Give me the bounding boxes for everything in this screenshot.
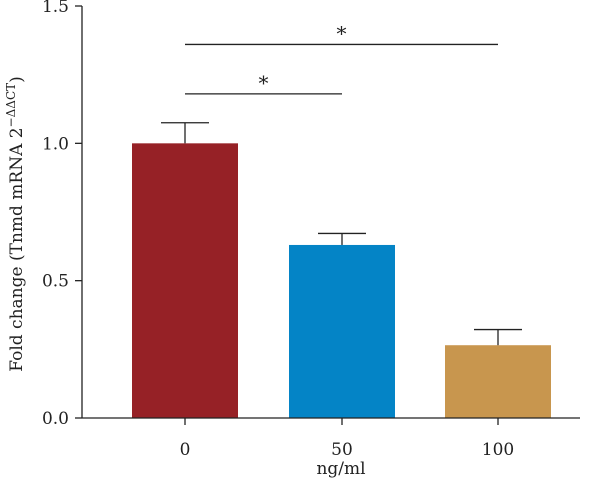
y-axis-title-superscript: −ΔΔCT [4,83,18,128]
x-tick-label: 50 [331,440,353,460]
y-tick-label: 1.5 [42,0,69,17]
x-tick-label: 100 [482,440,514,460]
bar [445,345,551,418]
significance-star: * [337,21,347,45]
y-axis-title: Fold change (Tnmd mRNA 2−ΔΔCT) [4,76,27,372]
y-ticks-group: 0.0 0.5 1.0 1.5 [42,0,82,429]
y-tick-label: 0.5 [42,272,69,292]
significance-group: ** [185,21,498,95]
x-tick-label: 0 [180,440,191,460]
bar [132,143,238,419]
y-axis-title-main: Fold change (Tnmd mRNA 2 [7,127,27,371]
bars-group [132,143,551,419]
y-tick-label: 1.0 [42,134,69,154]
x-axis-title: ng/ml [316,459,365,479]
x-ticks-group: 0 50 100 [180,418,514,460]
significance-star: * [259,71,269,95]
error-bars-group [161,122,522,346]
y-axis-title-close: ) [7,76,27,83]
y-tick-label: 0.0 [42,409,69,429]
bar [289,244,395,418]
